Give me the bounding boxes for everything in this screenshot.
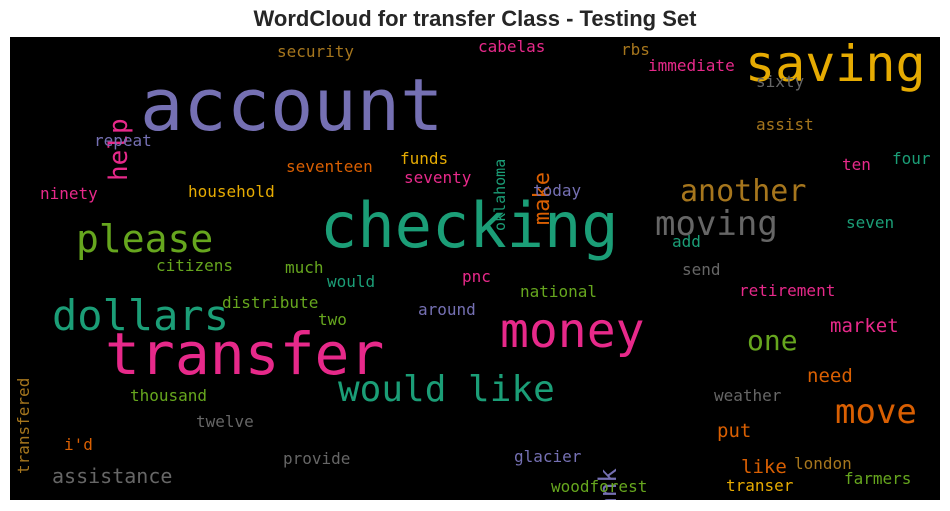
word-send: send (682, 260, 721, 279)
word-transfer: transfer (105, 320, 385, 388)
word-funds: funds (400, 149, 449, 168)
word-around: around (418, 300, 476, 319)
word-provide: provide (283, 449, 351, 468)
word-immediate: immediate (648, 56, 735, 75)
word-twelve: twelve (196, 412, 254, 431)
word-oklahoma: oklahoma (491, 158, 509, 231)
word-dollars: dollars (52, 291, 230, 340)
word-market: market (830, 315, 899, 337)
word-seven: seven (846, 213, 895, 232)
word-would: would (327, 272, 376, 291)
word-today: today (533, 181, 582, 200)
word-moving: moving (655, 204, 778, 244)
word-sixty: sixty (756, 72, 805, 91)
word-two: two (318, 310, 347, 329)
word-security: security (277, 42, 355, 61)
word-woodforest: woodforest (551, 477, 648, 496)
word-weather: weather (714, 386, 782, 405)
word-pnc: pnc (462, 267, 491, 286)
word-much: much (285, 258, 324, 277)
word-transfered: transfered (14, 377, 33, 474)
word-retirement: retirement (739, 281, 836, 300)
word-one: one (747, 324, 798, 357)
word-household: household (188, 182, 275, 201)
word-seventeen: seventeen (286, 157, 373, 176)
word-national: national (520, 282, 598, 301)
word-rbs: rbs (621, 40, 650, 59)
word-distribute: distribute (222, 293, 319, 312)
word-assistance: assistance (52, 464, 173, 488)
word-assist: assist (756, 115, 814, 134)
word-like: like (741, 456, 787, 478)
word-london: london (794, 454, 852, 473)
word-move: move (835, 392, 917, 432)
word-add: add (672, 232, 701, 251)
chart-title: WordCloud for transfer Class - Testing S… (253, 6, 697, 31)
word-put: put (717, 420, 752, 442)
word-another: another (680, 174, 807, 209)
word-seventy: seventy (404, 168, 472, 187)
word-citizens: citizens (156, 256, 234, 275)
word-cloud-canvas: account checking transfer saving money dollar… (10, 37, 940, 500)
word-cabelas: cabelas (478, 37, 546, 56)
word-need: need (807, 365, 853, 387)
word-four: four (892, 149, 931, 168)
word-checking: checking (320, 189, 619, 262)
word-transer: transer (726, 476, 794, 495)
word-thousand: thousand (130, 386, 208, 405)
word-would-like: would like (338, 369, 555, 410)
word-farmers: farmers (844, 469, 912, 488)
word-saving: saving (745, 37, 926, 93)
word-please: please (76, 217, 214, 261)
word-ninety: ninety (40, 184, 98, 203)
word-account: account (140, 63, 444, 147)
word-glacier: glacier (514, 447, 582, 466)
word-id: i'd (64, 435, 93, 454)
word-money: money (500, 303, 645, 359)
word-repeat: repeat (94, 131, 152, 150)
word-ten: ten (842, 155, 871, 174)
